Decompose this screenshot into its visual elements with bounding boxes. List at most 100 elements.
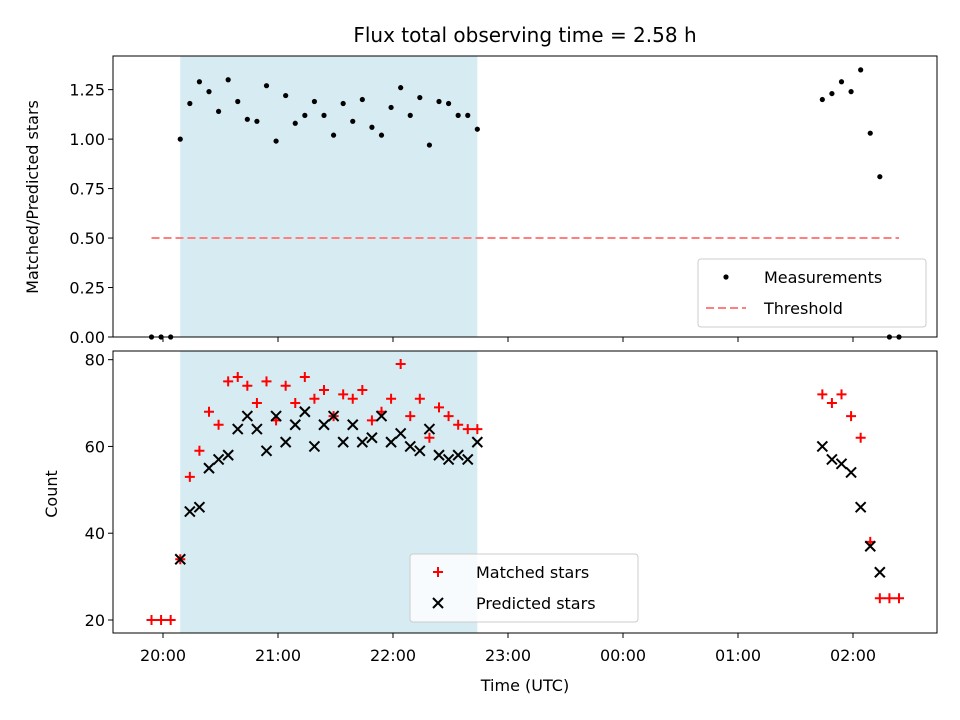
data-point xyxy=(356,436,369,448)
data-point xyxy=(816,440,829,453)
data-point xyxy=(436,98,442,105)
data-point xyxy=(405,411,416,422)
data-point xyxy=(204,406,214,417)
data-point xyxy=(232,423,244,435)
data-point xyxy=(385,436,397,448)
x-tick-label: 00:00 xyxy=(600,646,646,665)
data-point xyxy=(225,77,231,83)
data-point xyxy=(848,89,854,95)
data-point xyxy=(251,398,262,409)
data-point xyxy=(289,419,301,431)
data-point xyxy=(395,359,406,370)
data-point xyxy=(462,453,474,466)
plot-frame xyxy=(112,350,938,634)
data-point xyxy=(193,501,206,513)
data-point xyxy=(194,445,205,456)
data-point xyxy=(414,393,425,404)
data-point xyxy=(404,440,416,453)
data-point xyxy=(369,124,375,130)
data-point xyxy=(321,112,327,118)
data-point xyxy=(854,501,867,513)
data-point xyxy=(206,89,212,95)
legend-box xyxy=(697,258,927,328)
x-axis-title: Time (UTC) xyxy=(480,676,569,695)
data-point xyxy=(273,138,279,144)
data-point xyxy=(386,393,397,404)
data-point xyxy=(474,126,480,132)
data-point xyxy=(452,449,464,461)
data-point xyxy=(423,423,436,435)
legend-label: Threshold xyxy=(763,299,843,318)
data-point xyxy=(398,85,404,91)
y-tick-label: 1.00 xyxy=(69,130,105,149)
data-point xyxy=(251,423,263,435)
data-point xyxy=(426,142,433,148)
data-point xyxy=(212,453,225,466)
panel-ratio: 0.00 0.25 0.50 0.75 1.00 1.25 Measurements Thre… xyxy=(69,55,938,347)
data-point xyxy=(177,136,183,142)
data-point xyxy=(424,432,435,443)
data-point xyxy=(817,389,828,400)
data-point xyxy=(292,120,298,126)
data-point xyxy=(443,411,454,422)
y-tick-label: 1.25 xyxy=(69,81,105,100)
data-point xyxy=(319,385,329,396)
data-point xyxy=(279,436,292,448)
data-point xyxy=(340,100,346,107)
y-tick-label: 20 xyxy=(85,611,105,630)
data-point xyxy=(874,566,886,578)
legend-marker xyxy=(723,274,729,280)
observing-interval-band xyxy=(180,56,478,337)
data-point xyxy=(472,424,483,435)
data-point xyxy=(445,100,452,107)
data-point xyxy=(302,112,308,118)
data-point xyxy=(826,453,838,466)
data-point xyxy=(884,593,895,604)
data-point xyxy=(874,593,885,604)
data-point xyxy=(260,445,273,457)
data-point xyxy=(375,410,388,422)
data-point xyxy=(394,427,407,440)
data-point xyxy=(894,593,904,604)
data-point xyxy=(235,98,241,105)
y-tick-label: 0.00 xyxy=(69,328,105,347)
data-point xyxy=(213,419,224,430)
data-point xyxy=(270,410,282,422)
data-point xyxy=(174,553,186,565)
legend-label: Matched stars xyxy=(476,563,589,582)
data-point xyxy=(846,411,857,422)
x-tick-label: 02:00 xyxy=(830,646,876,665)
data-point xyxy=(855,432,866,443)
data-point xyxy=(327,410,340,422)
data-point xyxy=(338,389,349,400)
data-point xyxy=(165,614,176,625)
y-tick-label: 40 xyxy=(85,524,105,543)
legend-box xyxy=(409,553,639,623)
data-point xyxy=(350,118,356,124)
data-point xyxy=(215,108,222,115)
legend: Measurements Threshold xyxy=(697,258,927,328)
x-tick-label: 20:00 xyxy=(140,646,186,665)
data-point xyxy=(232,372,243,383)
data-point xyxy=(835,458,848,470)
data-point xyxy=(414,445,426,457)
data-point xyxy=(184,471,195,482)
y-tick-label: 60 xyxy=(85,437,105,456)
data-point xyxy=(442,453,455,466)
y-tick-label: 0.75 xyxy=(69,180,105,199)
bottom-panel-y-axis-title: Count xyxy=(42,470,61,518)
data-point xyxy=(156,614,167,625)
plot-layer: 0.00 0.25 0.50 0.75 1.00 1.25 Measurements Thre… xyxy=(69,55,938,665)
data-point xyxy=(838,79,845,85)
data-point xyxy=(261,376,272,387)
data-point xyxy=(407,112,413,118)
data-point xyxy=(867,130,873,136)
series-measurements xyxy=(148,67,902,340)
data-point xyxy=(455,112,461,118)
data-point xyxy=(845,466,857,479)
data-point xyxy=(378,132,385,138)
chart-title: Flux total observing time = 2.58 h xyxy=(353,23,696,47)
data-point xyxy=(366,415,377,426)
x-tick-label: 23:00 xyxy=(485,646,531,665)
